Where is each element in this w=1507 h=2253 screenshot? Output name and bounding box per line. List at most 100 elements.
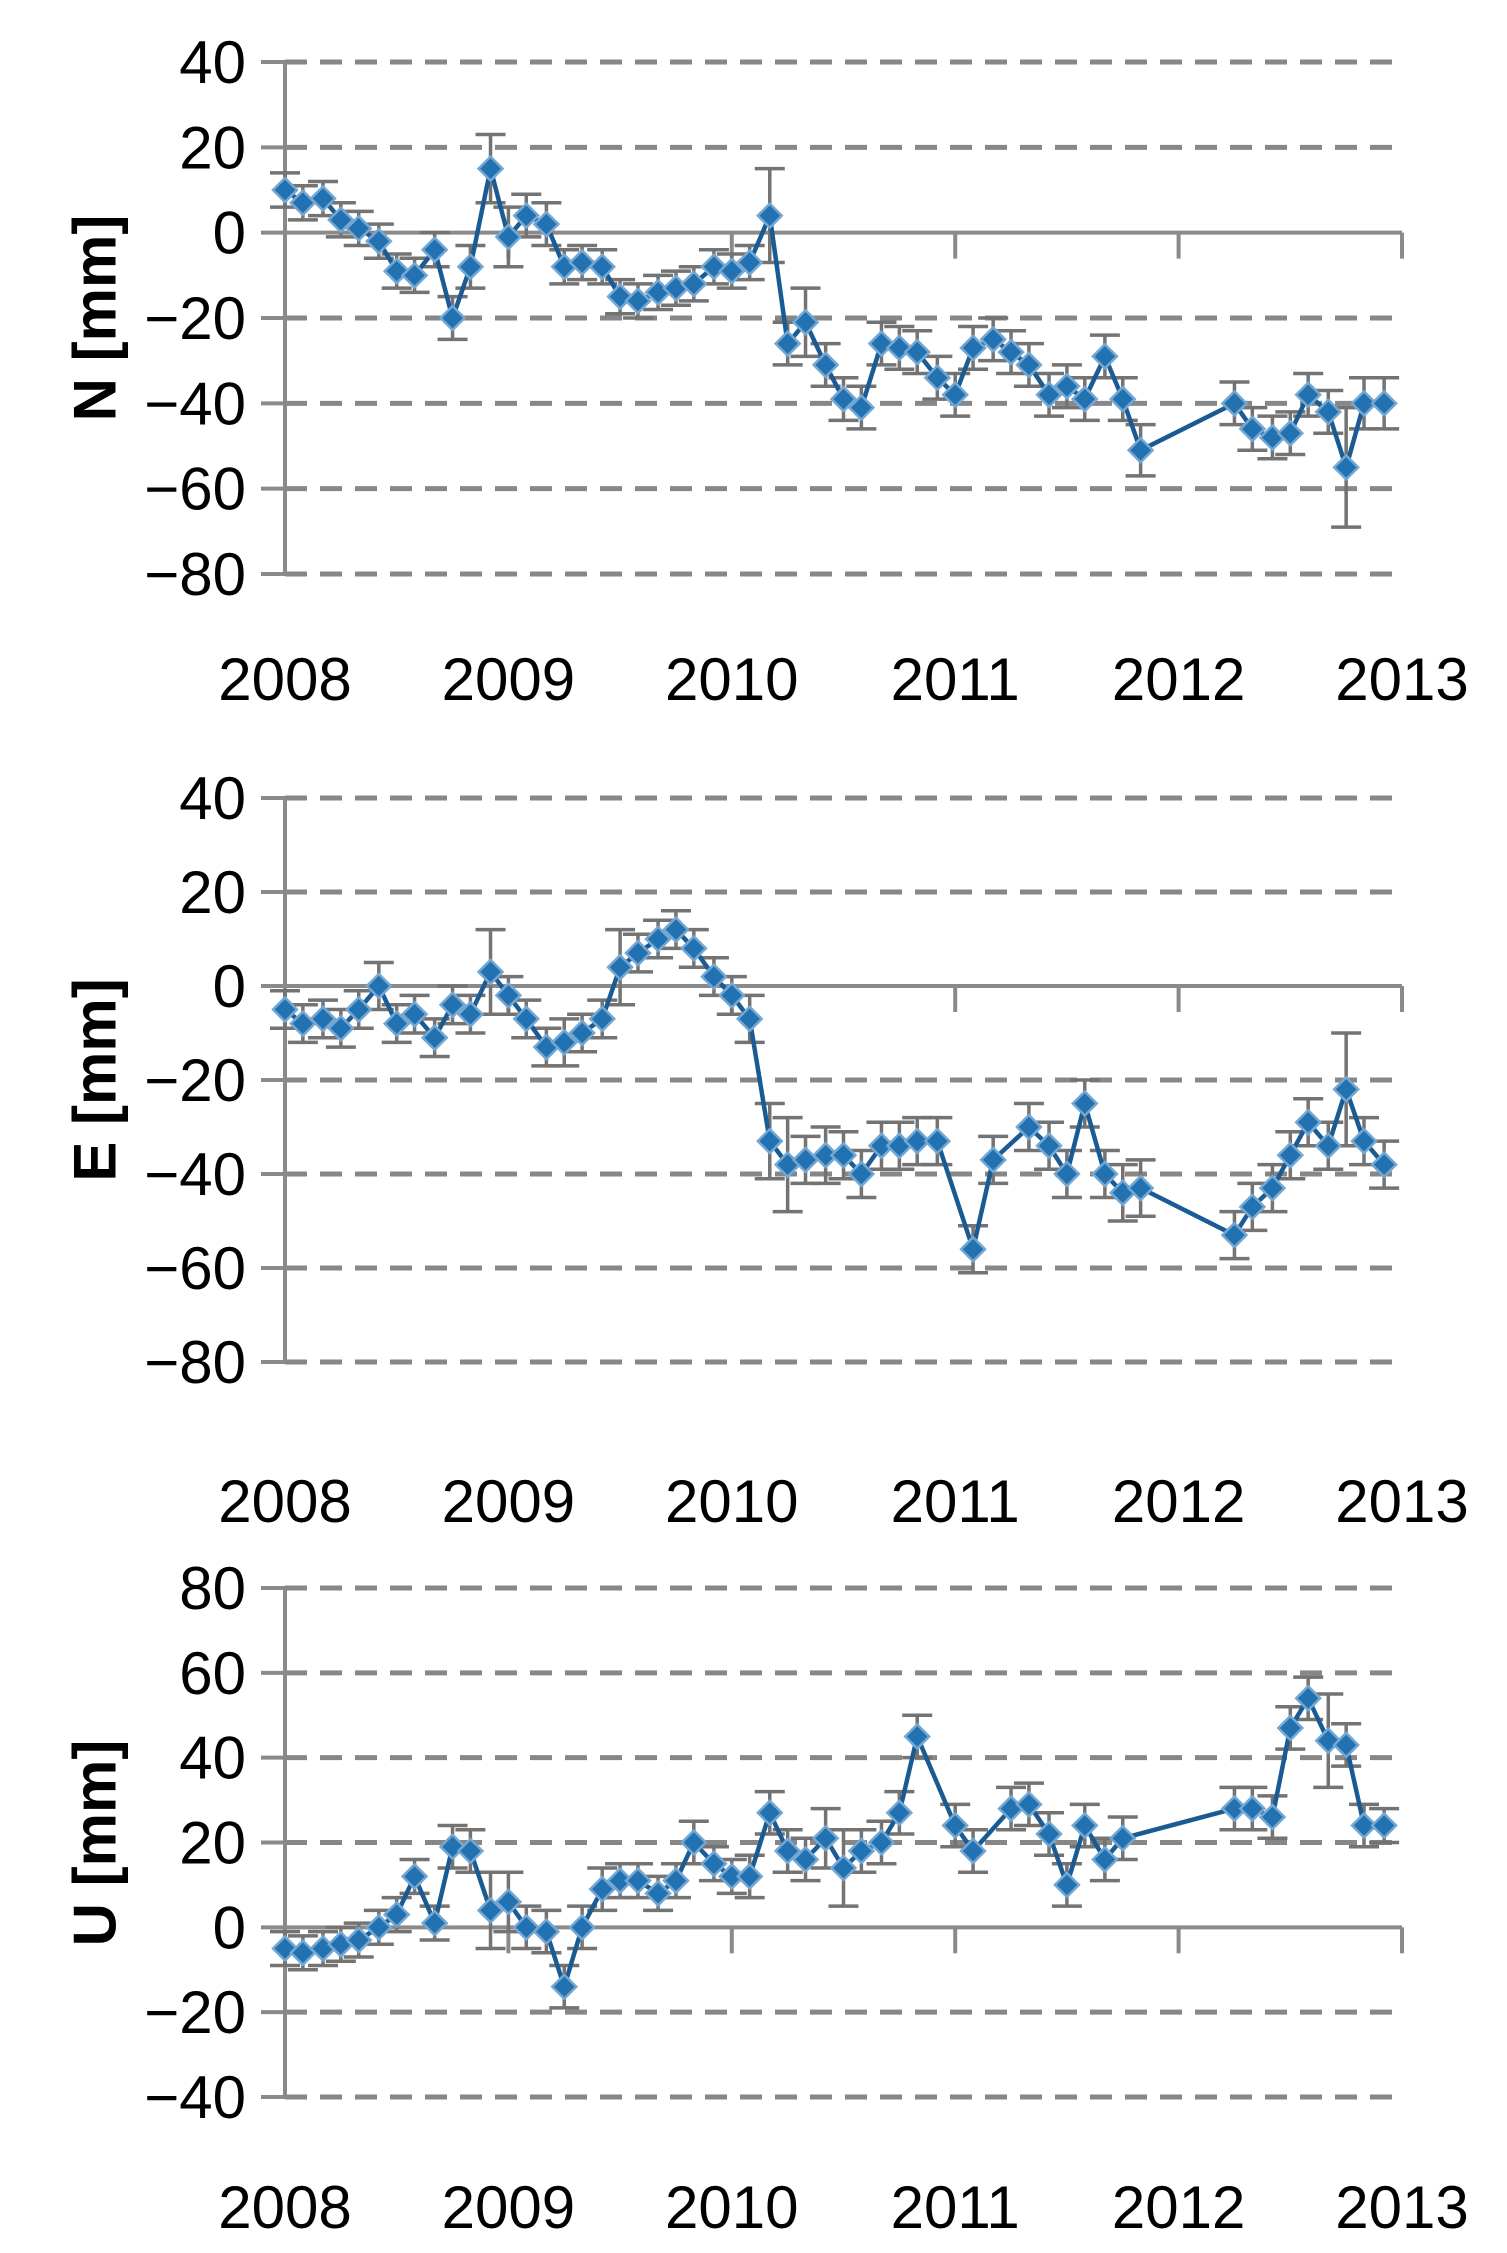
data-point-marker — [1015, 1113, 1043, 1141]
x-tick-label: 2013 — [1335, 1468, 1468, 1535]
y-tick-label: 0 — [213, 953, 246, 1020]
data-point-marker — [365, 972, 393, 1000]
x-tick-label: 2010 — [665, 2174, 798, 2241]
data-point-marker — [512, 1005, 541, 1033]
data-point-marker — [588, 253, 616, 281]
data-point-marker — [1071, 1089, 1099, 1118]
data-point-marker — [1314, 398, 1343, 426]
data-point-marker — [1350, 1127, 1378, 1155]
data-point-marker — [606, 1866, 634, 1895]
data-point-marker — [1053, 1871, 1081, 1899]
data-point-marker — [1091, 1160, 1119, 1188]
data-point-marker — [979, 325, 1007, 354]
data-point-marker — [923, 1127, 952, 1155]
data-point-marker — [1370, 1150, 1398, 1179]
data-point-marker — [829, 385, 858, 413]
data-point-marker — [662, 915, 690, 944]
data-point-marker — [756, 201, 784, 230]
data-point-marker — [644, 925, 672, 953]
data-point-marker — [365, 227, 393, 255]
data-point-marker — [959, 334, 987, 362]
data-point-marker — [979, 1146, 1007, 1174]
data-point-marker — [1053, 372, 1081, 401]
data-point-marker — [456, 253, 485, 281]
data-point-marker — [1332, 1731, 1360, 1759]
x-tick-label: 2009 — [442, 1468, 575, 1535]
x-tick-label: 2011 — [891, 646, 1020, 713]
data-point-marker — [588, 1005, 616, 1033]
data-point-marker — [791, 1845, 820, 1874]
data-point-marker — [327, 206, 355, 234]
data-point-marker — [344, 1926, 373, 1954]
data-point-marker — [382, 1900, 411, 1929]
data-point-marker — [903, 338, 931, 366]
data-point-marker — [811, 1824, 840, 1853]
y-tick-label: −20 — [144, 285, 246, 352]
data-point-marker — [532, 1917, 561, 1946]
data-point-marker — [420, 235, 449, 264]
data-point-marker — [1035, 1820, 1063, 1848]
data-point-marker — [327, 1014, 355, 1043]
x-tick-label: 2008 — [218, 2174, 351, 2241]
data-point-marker — [1220, 389, 1249, 418]
data-point-marker — [829, 1141, 858, 1169]
data-point-marker — [1220, 1221, 1249, 1249]
y-tick-label: −40 — [144, 2064, 246, 2131]
data-point-marker — [773, 1837, 802, 1865]
data-point-marker — [718, 257, 746, 285]
data-point-marker — [756, 1799, 784, 1827]
x-tick-label: 2012 — [1112, 646, 1245, 713]
y-tick-label: 0 — [213, 200, 246, 267]
y-tick-label: −60 — [144, 1235, 246, 1302]
data-point-marker — [718, 981, 746, 1010]
data-point-marker — [1370, 389, 1398, 418]
data-point-marker — [1126, 436, 1155, 465]
y-tick-label: 40 — [179, 29, 246, 96]
data-point-marker — [1091, 342, 1119, 371]
x-tick-label: 2009 — [442, 2174, 575, 2241]
x-tick-label: 2011 — [891, 1468, 1020, 1535]
data-point-marker — [1053, 1160, 1081, 1188]
data-point-marker — [941, 1811, 969, 1840]
data-point-marker — [568, 1019, 596, 1047]
chart-n-plot: 40 20 0 −20 −40 −60 −80 2008 2009 2010 2011 2012 201… — [144, 29, 1469, 713]
data-point-marker — [735, 248, 764, 277]
x-tick-label: 2010 — [665, 646, 798, 713]
data-point-marker — [624, 939, 652, 967]
data-point-marker — [456, 1000, 485, 1028]
data-point-marker — [1238, 415, 1267, 443]
data-point-marker — [811, 351, 840, 379]
data-point-marker — [550, 1972, 579, 2001]
data-point-marker — [271, 995, 299, 1024]
data-point-marker — [494, 223, 523, 251]
data-point-marker — [903, 1127, 931, 1155]
y-tick-label: 60 — [179, 1640, 246, 1707]
data-point-marker — [456, 1837, 485, 1865]
data-point-marker — [680, 270, 708, 298]
chart-u-plot: 80 60 40 20 0 −20 −40 2008 2009 2010 2011 2012 2013 — [144, 1555, 1469, 2241]
y-tick-label: −40 — [144, 370, 246, 437]
data-point-marker — [1294, 1108, 1322, 1137]
data-point-marker — [923, 363, 952, 392]
data-point-marker — [271, 176, 299, 204]
data-point-marker — [420, 1909, 449, 1937]
data-point-marker — [791, 308, 820, 337]
chart-e-plot: 40 20 0 −20 −40 −60 −80 2008 2009 2010 2011 2012 201… — [144, 765, 1469, 1535]
data-point-marker — [606, 282, 634, 311]
y-tick-label: −40 — [144, 1141, 246, 1208]
data-point-marker — [1015, 1790, 1043, 1819]
data-point-marker — [420, 1023, 449, 1052]
data-point-marker — [512, 1913, 541, 1942]
data-point-marker — [1126, 1174, 1155, 1202]
data-point-marker — [997, 338, 1025, 366]
x-tick-label: 2012 — [1112, 2174, 1245, 2241]
data-point-marker — [400, 261, 429, 290]
data-point-marker — [1035, 1132, 1063, 1160]
data-point-marker — [867, 1828, 896, 1857]
data-point-marker — [941, 381, 969, 409]
data-point-marker — [1108, 1824, 1137, 1853]
data-point-marker — [885, 1799, 914, 1827]
data-point-marker — [1220, 1794, 1249, 1823]
data-point-marker — [903, 1722, 931, 1751]
